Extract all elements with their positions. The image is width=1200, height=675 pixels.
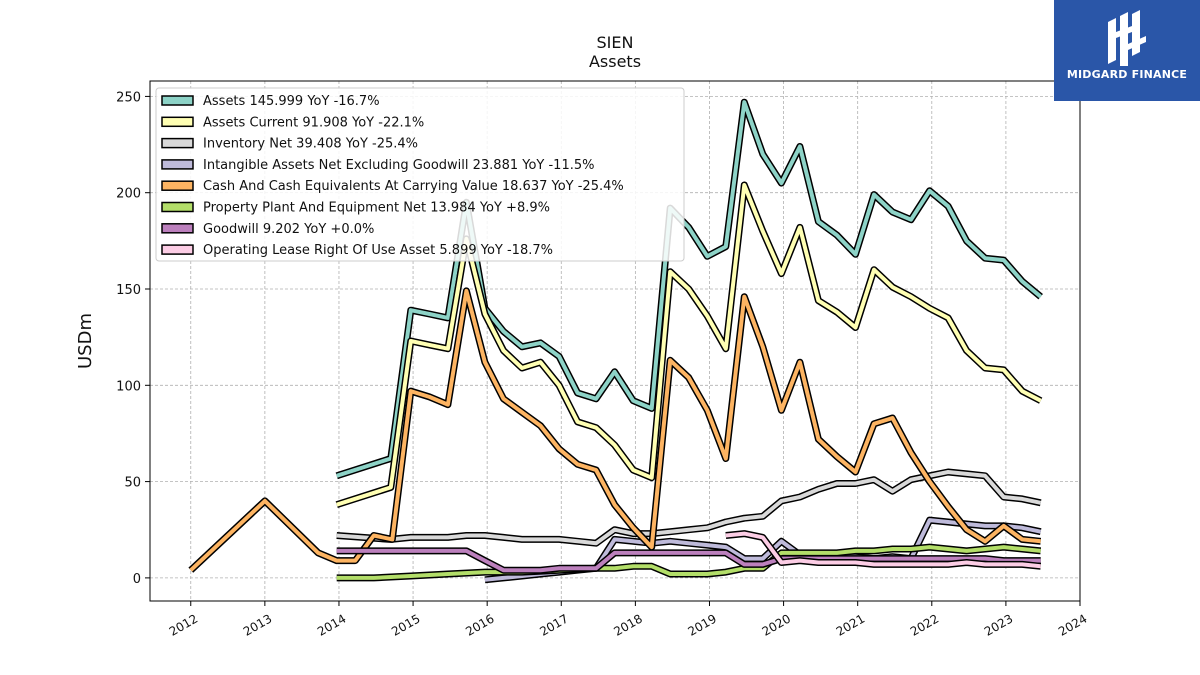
legend-label: Intangible Assets Net Excluding Goodwill… — [203, 158, 594, 173]
x-axis: 2012 2013 2014 2015 2016 2017 2018 2019 2020 2021… — [167, 601, 1090, 639]
legend-swatch — [161, 223, 194, 234]
legend-swatch — [161, 137, 194, 149]
x-tick-label: 2012 — [167, 611, 200, 638]
y-tick-label: 100 — [116, 379, 141, 394]
legend-label: Goodwill 9.202 YoY +0.0% — [203, 222, 374, 237]
legend-swatch — [161, 95, 194, 106]
y-axis: 0 50 100 150 200 250 — [116, 90, 150, 587]
legend-label: Cash And Cash Equivalents At Carrying Va… — [203, 179, 624, 194]
series-line — [336, 183, 1042, 507]
x-tick-label: 2017 — [537, 611, 570, 638]
plot-frame — [149, 80, 1081, 602]
legend-swatch — [161, 244, 194, 255]
series-line — [189, 288, 1041, 572]
series-line — [725, 531, 1041, 569]
x-tick-label: 2014 — [315, 611, 348, 638]
x-tick-label: 2018 — [611, 611, 644, 638]
x-tick-label: 2021 — [834, 611, 867, 638]
chart-subtitle: Assets — [589, 52, 641, 71]
legend-label: Inventory Net 39.408 YoY -25.4% — [203, 137, 418, 152]
y-tick-label: 50 — [124, 476, 141, 491]
x-tick-label: 2013 — [241, 611, 274, 638]
legend-label: Assets Current 91.908 YoY -22.1% — [203, 115, 424, 130]
y-axis-label: USDm — [75, 313, 96, 369]
x-tick-label: 2019 — [686, 611, 719, 638]
x-tick-label: 2022 — [908, 611, 941, 638]
series-outline — [336, 468, 1042, 547]
y-tick-label: 250 — [116, 90, 141, 105]
legend: Assets 145.999 YoY -16.7% Assets Current … — [155, 87, 685, 262]
legend-box — [155, 87, 685, 262]
chart-title: SIEN — [597, 33, 634, 52]
x-tick-label: 2024 — [1056, 611, 1089, 638]
x-tick-label: 2015 — [389, 611, 422, 638]
logo: MIDGARD FINANCE — [1054, 0, 1200, 101]
legend-swatch — [161, 201, 194, 213]
logo-text: MIDGARD FINANCE — [1066, 68, 1188, 81]
x-tick-label: 2020 — [760, 611, 793, 638]
y-tick-label: 200 — [116, 187, 141, 202]
series-lines — [188, 98, 1043, 584]
legend-swatch — [161, 180, 194, 191]
legend-label: Operating Lease Right Of Use Asset 5.899… — [203, 243, 553, 258]
y-tick-label: 150 — [116, 283, 141, 298]
x-tick-label: 2023 — [982, 611, 1015, 638]
legend-swatch — [161, 159, 194, 170]
x-tick-label: 2016 — [463, 611, 496, 638]
midgard-logo-icon — [1108, 10, 1146, 66]
legend-label: Property Plant And Equipment Net 13.984 … — [203, 201, 550, 216]
legend-label: Assets 145.999 YoY -16.7% — [203, 94, 380, 109]
y-tick-label: 0 — [133, 572, 141, 587]
series-line — [336, 548, 1041, 573]
legend-swatch — [161, 116, 194, 128]
